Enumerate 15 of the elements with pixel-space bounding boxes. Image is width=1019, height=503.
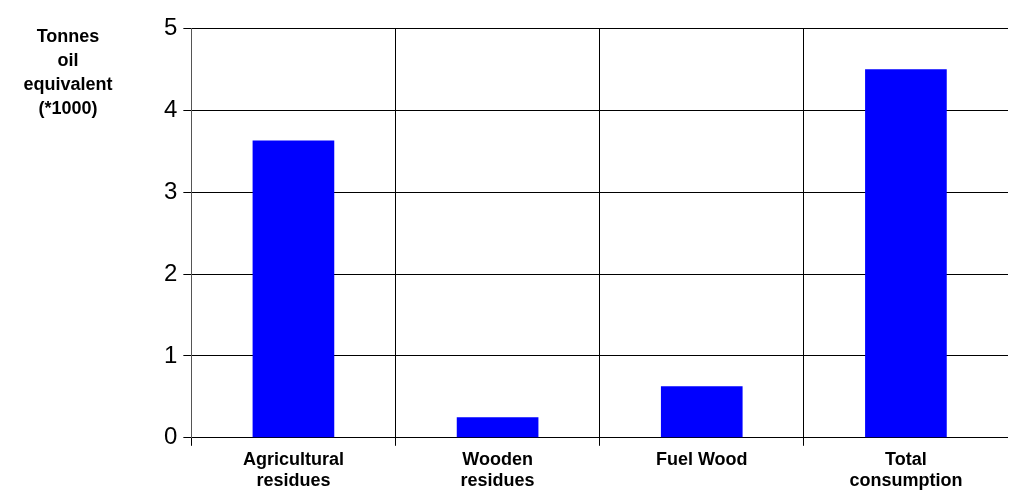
y-tick-label: 0	[163, 422, 178, 450]
bar	[660, 386, 743, 438]
x-tick-label: Wooden residues	[460, 448, 535, 491]
x-tick-label: Total consumption	[849, 448, 963, 491]
x-tick-label: Agricultural residues	[242, 448, 344, 491]
y-axis-title: Tonnes oil equivalent (*1000)	[22, 25, 114, 120]
bar	[865, 69, 947, 438]
bar	[456, 417, 539, 438]
y-tick-label: 3	[163, 176, 178, 204]
y-tick-label: 1	[163, 340, 178, 368]
y-tick-label: 5	[163, 13, 178, 41]
y-tick-label: 4	[163, 94, 178, 122]
x-tick-label: Fuel Wood	[655, 448, 748, 469]
y-tick-label: 2	[163, 258, 178, 286]
bar	[252, 140, 335, 438]
